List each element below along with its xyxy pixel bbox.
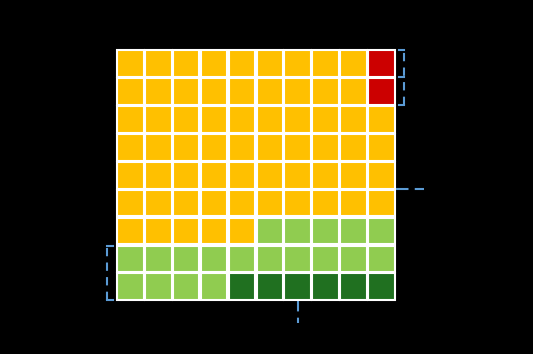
Bar xyxy=(256,218,283,244)
Bar xyxy=(173,78,199,105)
Bar xyxy=(340,78,367,105)
Bar xyxy=(201,106,228,133)
Bar xyxy=(117,134,144,161)
Bar xyxy=(340,106,367,133)
Bar xyxy=(312,78,339,105)
Bar xyxy=(173,51,199,77)
Bar xyxy=(173,162,199,188)
Bar xyxy=(340,273,367,300)
Bar xyxy=(340,190,367,216)
Bar xyxy=(201,134,228,161)
Bar xyxy=(312,106,339,133)
Bar xyxy=(201,273,228,300)
Bar xyxy=(368,78,394,105)
Bar xyxy=(285,106,311,133)
Bar xyxy=(229,162,255,188)
Bar xyxy=(256,162,283,188)
Bar xyxy=(117,218,144,244)
Bar xyxy=(229,78,255,105)
Bar xyxy=(368,134,394,161)
Bar xyxy=(368,162,394,188)
Bar xyxy=(201,51,228,77)
Bar xyxy=(285,134,311,161)
Bar xyxy=(117,106,144,133)
Bar xyxy=(229,218,255,244)
Bar xyxy=(145,246,172,272)
Bar xyxy=(312,190,339,216)
Bar xyxy=(173,190,199,216)
Bar xyxy=(201,246,228,272)
Bar xyxy=(229,246,255,272)
Bar xyxy=(256,78,283,105)
Bar xyxy=(173,106,199,133)
Bar xyxy=(145,162,172,188)
Bar xyxy=(256,190,283,216)
Bar xyxy=(312,246,339,272)
Bar xyxy=(117,51,144,77)
Bar xyxy=(117,162,144,188)
Bar xyxy=(145,218,172,244)
Bar xyxy=(117,190,144,216)
Bar xyxy=(340,134,367,161)
Bar xyxy=(173,134,199,161)
Bar xyxy=(368,190,394,216)
Bar xyxy=(256,106,283,133)
Bar xyxy=(173,218,199,244)
Bar xyxy=(201,190,228,216)
Bar xyxy=(340,246,367,272)
Bar xyxy=(340,51,367,77)
Bar xyxy=(201,218,228,244)
Bar xyxy=(229,106,255,133)
Bar xyxy=(256,51,283,77)
Bar xyxy=(117,246,144,272)
Bar xyxy=(145,273,172,300)
Bar xyxy=(312,162,339,188)
Bar xyxy=(285,218,311,244)
Bar xyxy=(312,273,339,300)
Bar xyxy=(229,134,255,161)
Bar xyxy=(285,273,311,300)
Bar xyxy=(229,190,255,216)
Bar xyxy=(117,78,144,105)
Bar xyxy=(145,106,172,133)
Bar xyxy=(229,51,255,77)
Bar xyxy=(285,246,311,272)
Bar xyxy=(256,273,283,300)
Bar xyxy=(145,134,172,161)
Bar xyxy=(368,218,394,244)
Bar xyxy=(285,190,311,216)
Bar xyxy=(285,78,311,105)
Bar xyxy=(117,273,144,300)
Bar xyxy=(368,51,394,77)
Bar xyxy=(173,273,199,300)
Bar xyxy=(256,134,283,161)
Bar xyxy=(285,51,311,77)
Bar xyxy=(368,246,394,272)
Bar xyxy=(201,162,228,188)
Bar xyxy=(312,134,339,161)
Bar xyxy=(285,162,311,188)
Bar xyxy=(173,246,199,272)
Bar xyxy=(312,218,339,244)
Bar xyxy=(368,106,394,133)
Bar xyxy=(368,273,394,300)
Bar xyxy=(312,51,339,77)
Bar xyxy=(201,78,228,105)
Bar xyxy=(229,273,255,300)
Bar xyxy=(145,78,172,105)
Bar xyxy=(256,246,283,272)
Bar xyxy=(145,190,172,216)
Bar xyxy=(340,162,367,188)
Bar xyxy=(340,218,367,244)
Bar xyxy=(145,51,172,77)
